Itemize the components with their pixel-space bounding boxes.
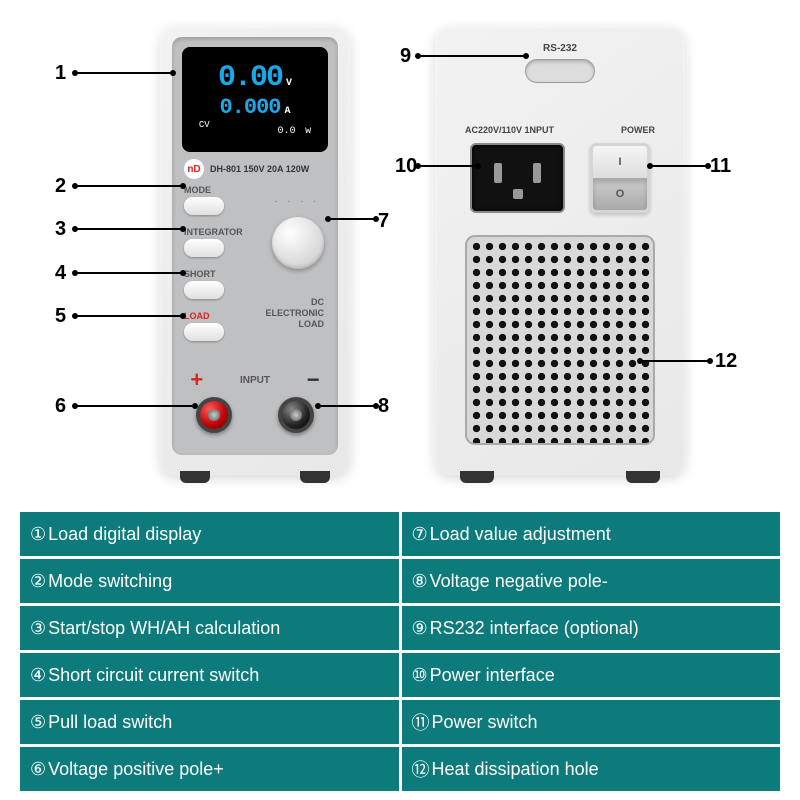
current-readout: 0.000 bbox=[219, 95, 280, 120]
ac-input-label: AC220V/110V 1NPUT bbox=[465, 125, 554, 135]
integrator-label: INTEGRATOR bbox=[184, 227, 243, 237]
terminal-sign-row: + INPUT − bbox=[172, 367, 338, 393]
front-foot-left bbox=[180, 471, 210, 483]
leader-line-1 bbox=[75, 72, 173, 74]
legend-item-8: ⑩Power interface bbox=[402, 653, 781, 697]
short-label: SHORT bbox=[184, 269, 216, 279]
short-button[interactable] bbox=[184, 281, 224, 299]
dc-electronic-load-label: DC ELECTRONIC LOAD bbox=[254, 297, 324, 329]
logo-row: nD DH-801 150V 20A 120W bbox=[184, 159, 309, 179]
callout-number-1: 1 bbox=[55, 62, 66, 85]
leader-line-5 bbox=[75, 315, 183, 317]
mode-button[interactable] bbox=[184, 197, 224, 215]
leader-line-9 bbox=[418, 55, 526, 57]
power-text-label: POWER bbox=[621, 125, 655, 135]
legend-item-12: ⑫Heat dissipation hole bbox=[402, 747, 781, 791]
leader-line-12 bbox=[640, 360, 710, 362]
leader-line-6 bbox=[75, 405, 195, 407]
legend-item-10: ⑪Power switch bbox=[402, 700, 781, 744]
leader-line-11 bbox=[650, 165, 708, 167]
plus-sign: + bbox=[190, 367, 203, 393]
legend-item-11: ⑥Voltage positive pole+ bbox=[20, 747, 399, 791]
power-unit: w bbox=[305, 126, 311, 137]
rocker-on: I bbox=[593, 146, 647, 179]
legend-item-9: ⑤Pull load switch bbox=[20, 700, 399, 744]
minus-sign: − bbox=[307, 367, 320, 393]
callout-number-5: 5 bbox=[55, 305, 66, 328]
leader-line-2 bbox=[75, 185, 183, 187]
leader-line-10 bbox=[418, 165, 478, 167]
current-unit: A bbox=[285, 106, 291, 117]
input-label: INPUT bbox=[240, 375, 270, 386]
power-rocker-switch[interactable]: I O bbox=[590, 143, 650, 213]
rocker-off: O bbox=[593, 179, 647, 211]
legend-table: ①Load digital display⑦Load value adjustm… bbox=[20, 510, 780, 791]
voltage-unit: V bbox=[286, 78, 292, 89]
legend-item-4: ⑧Voltage negative pole- bbox=[402, 559, 781, 603]
rear-foot-right bbox=[626, 471, 660, 483]
legend-item-2: ⑦Load value adjustment bbox=[402, 512, 781, 556]
power-inlet-socket[interactable] bbox=[470, 143, 565, 213]
callout-number-3: 3 bbox=[55, 218, 66, 241]
leader-line-7 bbox=[328, 218, 376, 220]
mode-label: MODE bbox=[184, 185, 211, 195]
load-label: LOAD bbox=[184, 311, 210, 321]
callout-number-9: 9 bbox=[400, 45, 411, 68]
positive-terminal[interactable] bbox=[196, 397, 232, 433]
rear-label-row: AC220V/110V 1NPUT POWER bbox=[465, 125, 655, 135]
legend-item-5: ③Start/stop WH/AH calculation bbox=[20, 606, 399, 650]
legend-item-3: ②Mode switching bbox=[20, 559, 399, 603]
device-rear-panel: RS-232 AC220V/110V 1NPUT POWER I O bbox=[435, 25, 685, 475]
digital-display: 0.00 V 0.000 A CV 0.0 w bbox=[182, 47, 328, 152]
leader-line-4 bbox=[75, 272, 183, 274]
callout-number-4: 4 bbox=[55, 262, 66, 285]
adjustment-dial[interactable] bbox=[272, 217, 324, 269]
integrator-button[interactable] bbox=[184, 239, 224, 257]
load-button[interactable] bbox=[184, 323, 224, 341]
diagram-area: 0.00 V 0.000 A CV 0.0 w nD DH-801 150V 20A… bbox=[0, 0, 800, 500]
callout-number-2: 2 bbox=[55, 175, 66, 198]
voltage-readout: 0.00 bbox=[218, 61, 282, 95]
callout-number-10: 10 bbox=[395, 155, 417, 178]
brand-logo: nD bbox=[184, 159, 204, 179]
ventilation-grille bbox=[465, 235, 655, 445]
power-readout: 0.0 bbox=[277, 126, 295, 137]
front-inner-panel: 0.00 V 0.000 A CV 0.0 w nD DH-801 150V 20A… bbox=[172, 37, 338, 455]
callout-number-12: 12 bbox=[715, 350, 737, 373]
rs232-port[interactable] bbox=[525, 59, 595, 83]
leader-line-3 bbox=[75, 228, 183, 230]
leader-line-8 bbox=[318, 405, 376, 407]
legend-item-6: ⑨RS232 interface (optional) bbox=[402, 606, 781, 650]
callout-number-11: 11 bbox=[710, 155, 731, 178]
callout-number-7: 7 bbox=[378, 210, 389, 233]
callout-number-6: 6 bbox=[55, 395, 66, 418]
callout-number-8: 8 bbox=[378, 395, 389, 418]
legend-item-1: ①Load digital display bbox=[20, 512, 399, 556]
front-foot-right bbox=[300, 471, 330, 483]
device-front-panel: 0.00 V 0.000 A CV 0.0 w nD DH-801 150V 20A… bbox=[160, 25, 350, 475]
model-number: DH-801 150V 20A 120W bbox=[210, 164, 309, 174]
legend-item-7: ④Short circuit current switch bbox=[20, 653, 399, 697]
rs232-label: RS-232 bbox=[543, 43, 577, 54]
rear-foot-left bbox=[460, 471, 494, 483]
negative-terminal[interactable] bbox=[278, 397, 314, 433]
dial-scale-marks: · · · · bbox=[275, 197, 320, 206]
mode-indicator: CV bbox=[199, 120, 210, 138]
